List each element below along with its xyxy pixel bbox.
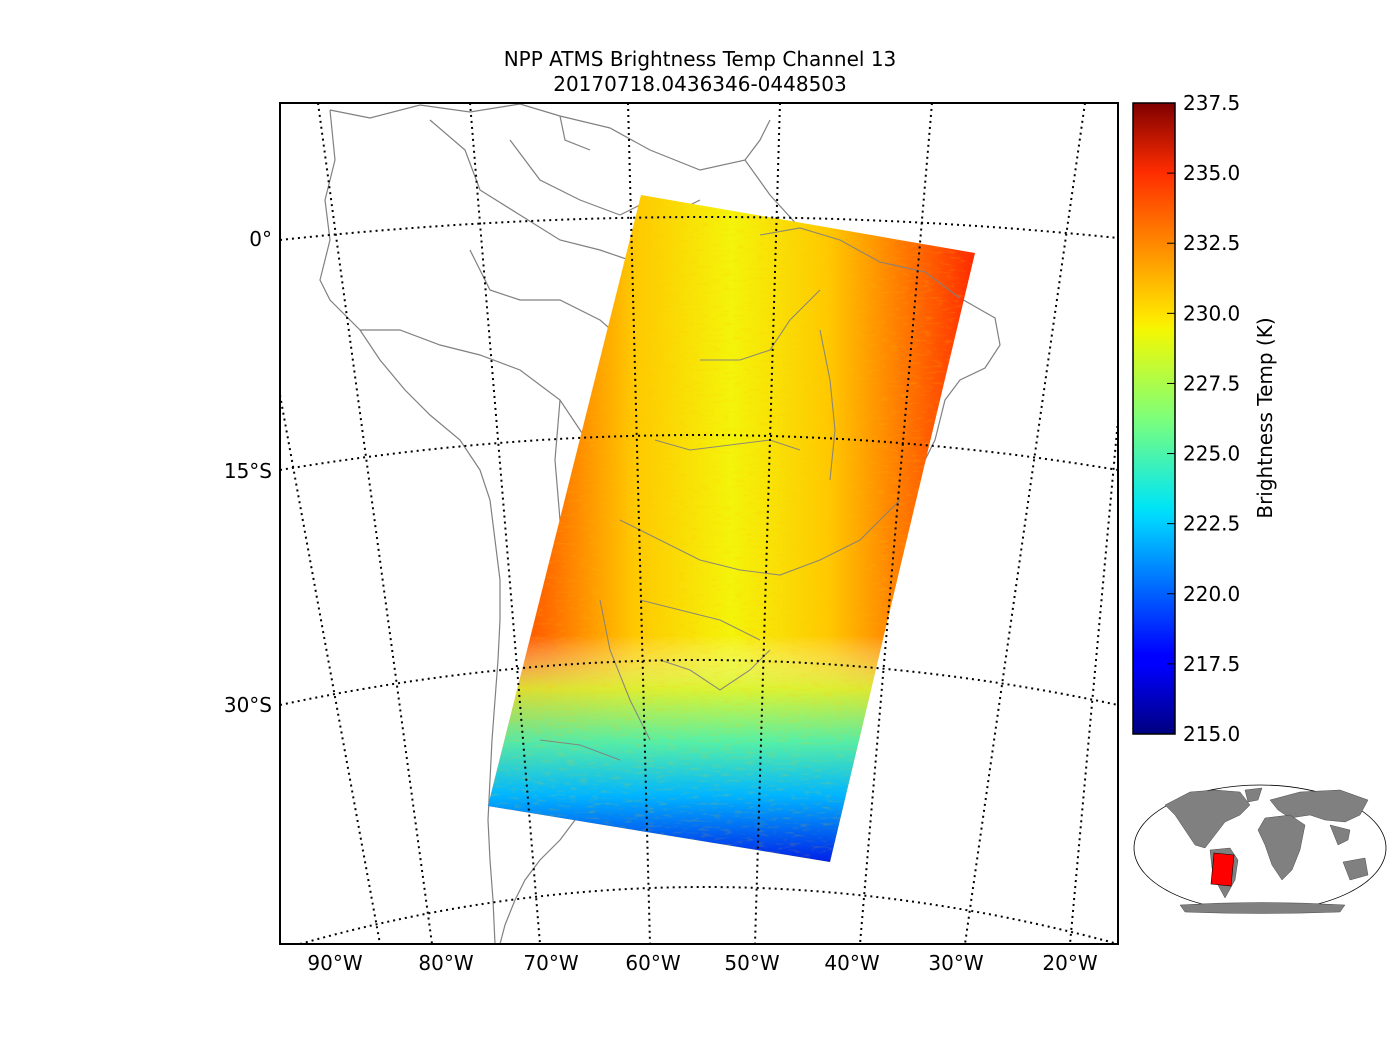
colorbar-tick-label: 217.5 <box>1183 652 1240 676</box>
lon-label: 30°W <box>928 951 983 975</box>
colorbar-ticks: 215.0 217.5 220.0 222.5 225.0 227.5 230.0 232.5… <box>1167 91 1240 746</box>
borders-over-swath <box>539 227 961 761</box>
satellite-swath <box>488 195 975 862</box>
inset-swath-highlight <box>1210 852 1235 887</box>
main-map <box>280 103 1118 944</box>
map-frame <box>279 102 1119 945</box>
colorbar-tick-label: 215.0 <box>1183 722 1240 746</box>
lon-label: 50°W <box>724 951 779 975</box>
colorbar-label: Brightness Temp (K) <box>1253 317 1277 518</box>
colorbar-tick-label: 232.5 <box>1183 231 1240 255</box>
plot-subtitle: 20170718.0436346-0448503 <box>553 72 847 96</box>
graticule <box>280 103 1118 944</box>
colorbar <box>1132 102 1176 735</box>
plot-title: NPP ATMS Brightness Temp Channel 13 <box>503 47 897 71</box>
colorbar-tick-label: 225.0 <box>1183 442 1240 466</box>
colorbar-tick-label: 237.5 <box>1183 91 1240 115</box>
colorbar-tick-label: 222.5 <box>1183 512 1240 536</box>
colorbar-tick-label: 227.5 <box>1183 371 1240 395</box>
lon-label: 40°W <box>824 951 879 975</box>
colorbar-tick-label: 235.0 <box>1183 161 1240 185</box>
lon-label: 70°W <box>523 951 578 975</box>
colorbar-tick-label: 220.0 <box>1183 582 1240 606</box>
colorbar-tick-label: 230.0 <box>1183 301 1240 325</box>
lat-label: 15°S <box>224 459 272 483</box>
lon-label: 60°W <box>625 951 680 975</box>
lat-label: 0° <box>249 227 272 251</box>
lon-label: 90°W <box>307 951 362 975</box>
lat-label: 30°S <box>224 693 272 717</box>
inset-world-map <box>1133 784 1387 914</box>
lon-label: 80°W <box>418 951 473 975</box>
lon-label: 20°W <box>1042 951 1097 975</box>
